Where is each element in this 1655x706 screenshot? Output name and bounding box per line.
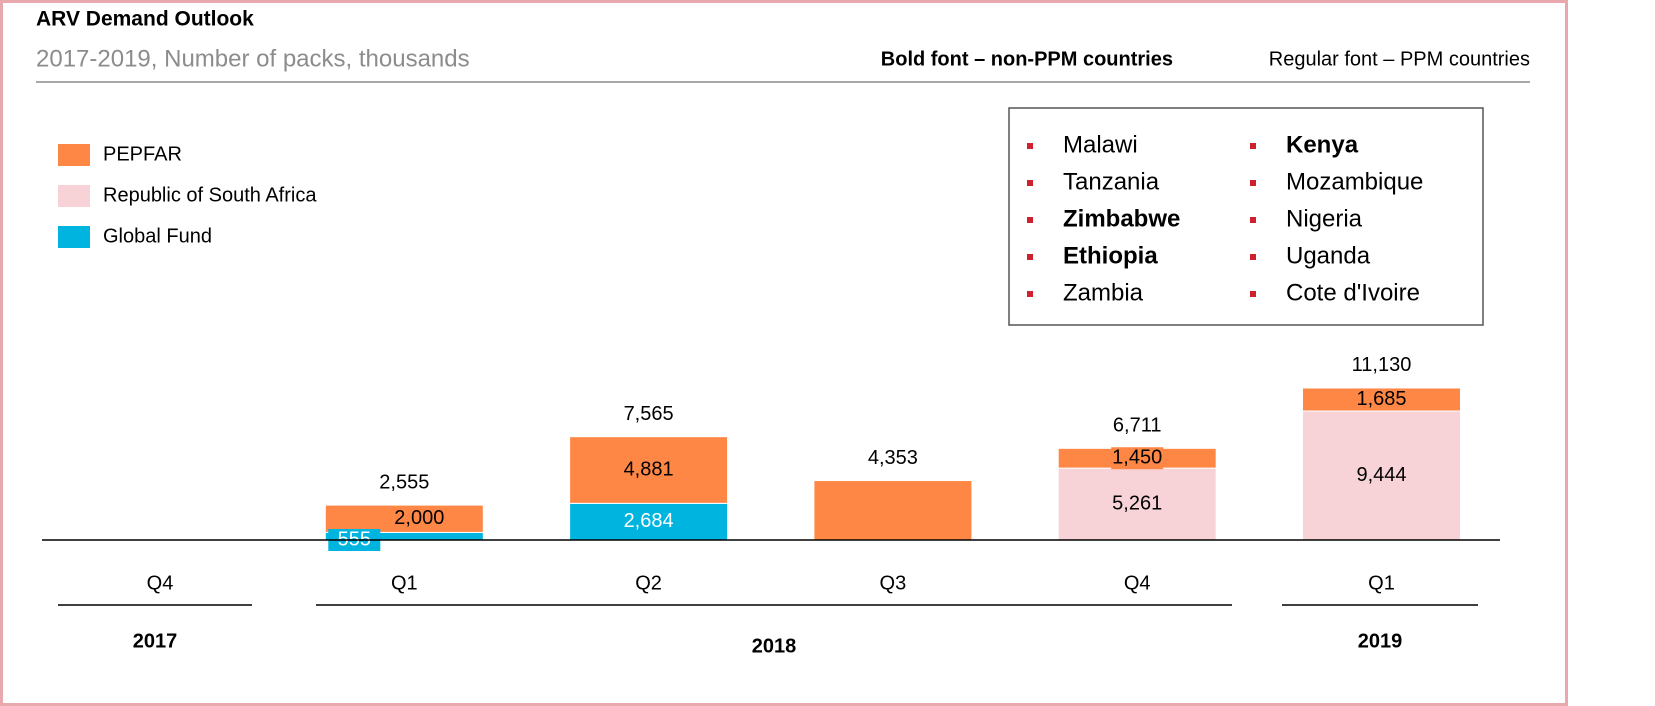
legend-label: Republic of South Africa	[103, 184, 317, 206]
value-label: 4,881	[624, 458, 674, 480]
value-label: 9,444	[1356, 464, 1406, 486]
year-label: 2018	[752, 635, 797, 657]
country-bullet	[1250, 291, 1256, 297]
chart-title: ARV Demand Outlook	[36, 8, 254, 31]
country-bullet	[1027, 217, 1033, 223]
x-tick-label: Q2	[635, 572, 662, 594]
country-bullet	[1250, 217, 1256, 223]
x-tick-label: Q3	[880, 572, 907, 594]
legend-swatch	[58, 226, 90, 248]
country-name: Mozambique	[1286, 168, 1423, 195]
country-bullet	[1027, 143, 1033, 149]
total-label: 6,711	[1113, 415, 1162, 437]
country-name: Ethiopia	[1063, 242, 1158, 269]
chart-subtitle: 2017-2019, Number of packs, thousands	[36, 45, 470, 72]
bar-segment	[569, 436, 729, 504]
legend-swatch	[58, 185, 90, 207]
year-label: 2019	[1358, 630, 1403, 652]
year-label: 2017	[133, 630, 178, 652]
value-label: 1,685	[1356, 388, 1406, 410]
label-bg	[1111, 447, 1164, 470]
country-name: Cote d'Ivoire	[1286, 279, 1420, 306]
x-tick-label: Q4	[1124, 572, 1151, 594]
bar-segment	[324, 504, 484, 533]
country-name: Zimbabwe	[1063, 205, 1180, 232]
note-regular: Regular font – PPM countries	[1269, 48, 1530, 70]
country-name: Uganda	[1286, 242, 1371, 269]
x-tick-label: Q1	[1368, 572, 1395, 594]
country-name: Nigeria	[1286, 205, 1363, 232]
x-tick-label: Q4	[147, 572, 174, 594]
x-tick-label: Q1	[391, 572, 418, 594]
legend-label: Global Fund	[103, 225, 212, 247]
bar-segment	[813, 480, 973, 541]
legend-label: PEPFAR	[103, 143, 182, 165]
country-name: Zambia	[1063, 279, 1144, 306]
label-bg	[1355, 388, 1408, 411]
country-box	[1008, 107, 1484, 326]
value-label: 1,450	[1112, 447, 1162, 469]
country-name: Malawi	[1063, 131, 1138, 158]
country-name: Kenya	[1286, 131, 1359, 158]
total-label: 7,565	[624, 403, 674, 425]
legend-swatch	[58, 144, 90, 166]
value-label: 2,000	[394, 507, 444, 529]
bar-segment	[569, 502, 729, 541]
country-bullet	[1250, 143, 1256, 149]
total-label: 2,555	[379, 471, 429, 493]
total-label: 11,130	[1352, 354, 1412, 376]
country-name: Tanzania	[1063, 168, 1160, 195]
total-label: 4,353	[868, 447, 918, 469]
country-bullet	[1250, 180, 1256, 186]
country-bullet	[1250, 254, 1256, 260]
bar-segment	[1302, 410, 1461, 541]
country-bullet	[1027, 254, 1033, 260]
country-bullet	[1027, 180, 1033, 186]
value-label: 5,261	[1112, 492, 1162, 514]
country-bullet	[1027, 291, 1033, 297]
value-label: 2,684	[624, 510, 674, 532]
bar-segment	[1057, 467, 1217, 541]
note-bold: Bold font – non-PPM countries	[881, 48, 1173, 70]
frame	[0, 0, 1568, 706]
